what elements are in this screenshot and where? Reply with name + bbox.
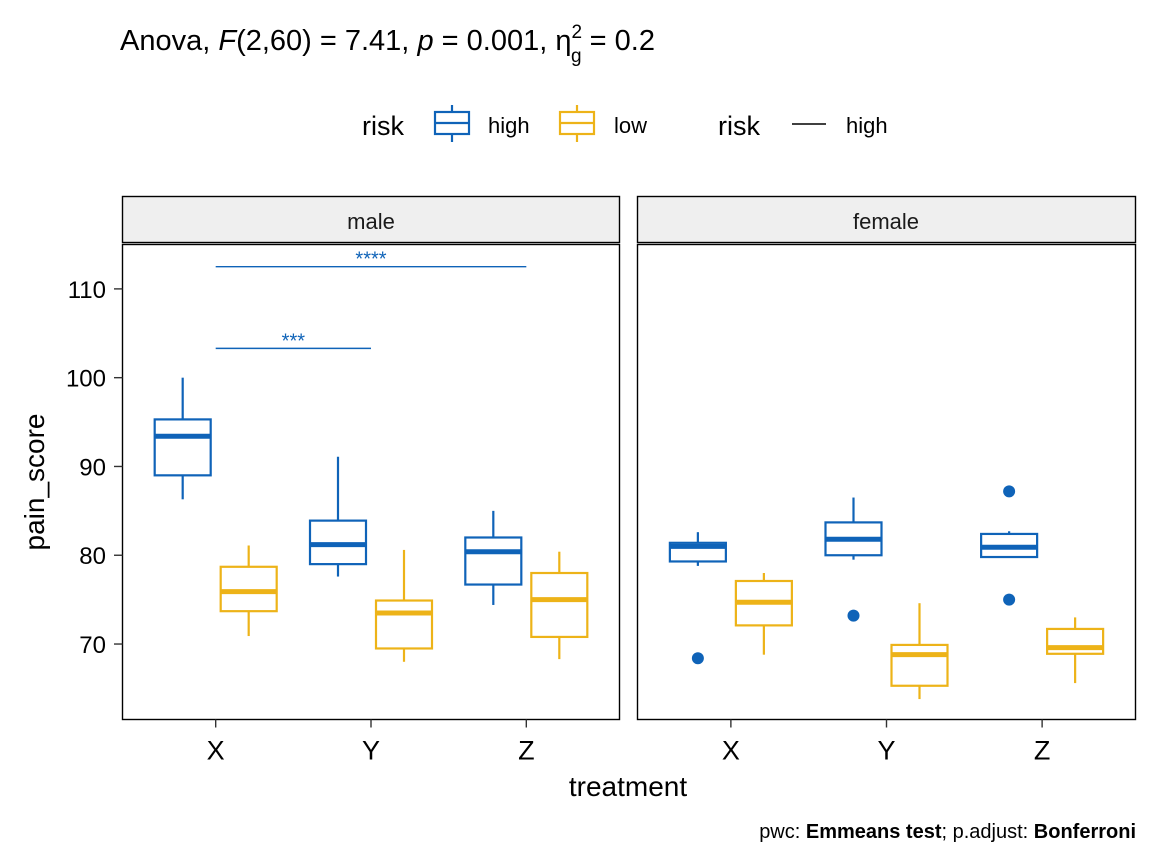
box-iqr xyxy=(530,571,589,639)
outlier-point xyxy=(847,609,860,622)
box-iqr xyxy=(464,536,523,586)
legend-label-high: high xyxy=(488,113,530,138)
strip-label-male: male xyxy=(347,209,395,234)
box-female-Y-high xyxy=(824,497,883,622)
outlier-point xyxy=(1003,593,1016,606)
box-male-Y-low xyxy=(374,549,434,662)
strip-label-female: female xyxy=(853,209,919,234)
legend: risk high low risk high xyxy=(362,105,888,142)
box-female-X-low xyxy=(734,573,793,655)
box-iqr xyxy=(374,599,434,650)
box-female-Z-low xyxy=(1046,617,1105,684)
x-tick-label: Y xyxy=(877,736,895,766)
x-tick-label: X xyxy=(722,736,740,766)
legend-key-low xyxy=(558,105,596,142)
x-axis-title: treatment xyxy=(569,771,687,802)
outlier-point xyxy=(691,652,704,665)
box-male-Y-high xyxy=(308,456,368,577)
x-tick-label: X xyxy=(207,736,225,766)
x-tick-label: Z xyxy=(1034,736,1051,766)
box-iqr xyxy=(153,418,212,477)
bracket-layer: ******* xyxy=(215,249,527,352)
box-male-Z-high xyxy=(464,510,523,605)
legend-line-title: risk xyxy=(718,111,760,141)
y-tick-label: 100 xyxy=(66,366,106,393)
strip-female xyxy=(636,195,1137,244)
strip-male xyxy=(121,195,621,244)
x-tick-label: Z xyxy=(518,736,535,766)
y-axis-title: pain_score xyxy=(19,414,50,551)
significance-label: *** xyxy=(282,330,306,352)
box-female-X-high xyxy=(668,532,727,665)
panel-male xyxy=(121,243,621,721)
legend-line-label: high xyxy=(846,113,888,138)
x-tick-label: Y xyxy=(362,736,380,766)
box-iqr xyxy=(219,565,278,613)
caption: pwc: Emmeans test; p.adjust: Bonferroni xyxy=(759,821,1136,843)
y-axis: 70 80 90 100 110 xyxy=(66,277,123,659)
box-male-Z-low xyxy=(530,551,589,660)
chart-title: Anova, F(2,60) = 7.41, p = 0.001, η2 g = … xyxy=(120,22,655,67)
y-tick-label: 70 xyxy=(79,632,106,659)
significance-label: **** xyxy=(355,249,386,271)
y-tick-label: 90 xyxy=(79,454,106,481)
legend-key-high xyxy=(433,105,471,142)
box-iqr xyxy=(890,643,949,687)
legend-fill-title: risk xyxy=(362,111,404,141)
y-tick-label: 110 xyxy=(68,277,106,304)
box-layer xyxy=(153,377,1105,700)
box-male-X-low xyxy=(219,545,278,637)
box-female-Z-high xyxy=(980,485,1039,606)
box-female-Y-low xyxy=(890,603,949,700)
legend-label-low: low xyxy=(614,113,647,138)
box-male-X-high xyxy=(153,377,212,500)
y-tick-label: 80 xyxy=(79,543,106,570)
outlier-point xyxy=(1003,485,1016,498)
